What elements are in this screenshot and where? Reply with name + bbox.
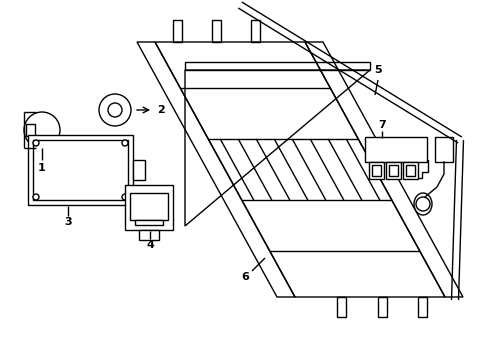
Bar — [125, 185, 173, 230]
Circle shape — [122, 140, 128, 146]
Bar — [365, 137, 427, 162]
Text: 2: 2 — [157, 105, 165, 115]
Text: 5: 5 — [374, 65, 382, 75]
Text: 4: 4 — [146, 240, 154, 250]
Circle shape — [108, 103, 122, 117]
Ellipse shape — [414, 193, 432, 215]
Text: 7: 7 — [378, 120, 386, 130]
Bar — [133, 160, 145, 180]
Bar — [139, 230, 159, 240]
Circle shape — [122, 194, 128, 200]
Circle shape — [99, 94, 131, 126]
Bar — [130, 193, 168, 220]
Bar — [369, 162, 384, 179]
Circle shape — [33, 140, 39, 146]
Text: 6: 6 — [241, 272, 249, 282]
Circle shape — [416, 197, 430, 211]
Text: 1: 1 — [38, 163, 46, 173]
Bar — [372, 165, 381, 176]
Bar — [406, 165, 415, 176]
Bar — [386, 162, 401, 179]
Circle shape — [24, 112, 60, 148]
Bar — [403, 162, 418, 179]
Bar — [435, 137, 453, 162]
Text: 3: 3 — [64, 217, 72, 227]
Bar — [33, 140, 128, 200]
Bar — [28, 135, 133, 205]
Bar — [26, 124, 35, 136]
Bar — [135, 220, 163, 225]
Bar — [389, 165, 398, 176]
Circle shape — [33, 194, 39, 200]
